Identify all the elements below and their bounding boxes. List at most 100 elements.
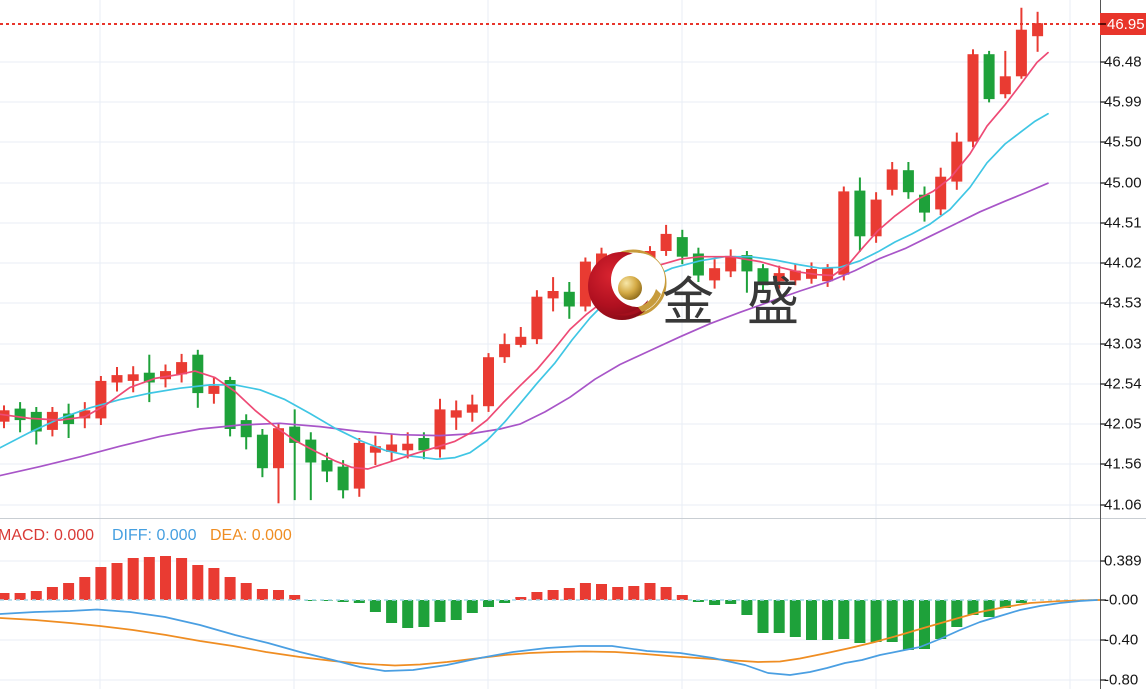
macd-axis-label: -0.80 <box>1104 671 1139 689</box>
candle-body <box>450 410 462 418</box>
candle-body <box>741 255 753 272</box>
candle-body <box>321 460 333 472</box>
macd-bar <box>143 557 155 600</box>
candle-body <box>466 404 478 413</box>
ma-fast-pink <box>0 51 1049 470</box>
macd-bar <box>499 600 511 603</box>
macd-bar <box>240 583 252 600</box>
macd-bar <box>902 600 914 650</box>
macd-bar <box>0 593 10 600</box>
ma-slow-purple <box>0 182 1049 477</box>
candle-body <box>854 190 866 237</box>
macd-axis-label: -0.00 <box>1104 591 1139 609</box>
macd-bar <box>935 600 947 639</box>
price-axis-label: 46.48 <box>1104 53 1142 71</box>
macd-bar <box>579 583 591 600</box>
macd-bar <box>386 600 398 623</box>
candle-body <box>0 410 10 422</box>
macd-bar <box>95 567 107 600</box>
last-price-tag: 46.95 <box>1100 13 1146 35</box>
candle-body <box>902 170 914 193</box>
candle-body <box>14 408 26 421</box>
candle-body <box>46 411 58 430</box>
candle-body <box>353 442 365 489</box>
price-axis-label: 45.00 <box>1104 174 1142 192</box>
macd-bar <box>886 600 898 642</box>
candle-body <box>935 176 947 210</box>
candle-body <box>838 191 850 275</box>
diff-line <box>0 599 1098 676</box>
macd-bar <box>757 600 769 633</box>
candle-body <box>143 372 155 383</box>
last-price-value: 46.95 <box>1107 15 1145 33</box>
macd-bar <box>63 583 75 600</box>
candle-body <box>273 428 284 469</box>
candle-body <box>757 268 769 286</box>
price-axis-label: 45.99 <box>1104 93 1142 111</box>
macd-bar <box>79 577 91 600</box>
macd-bar <box>111 563 123 600</box>
price-axis-label: 44.51 <box>1104 214 1142 232</box>
price-axis-label: 42.54 <box>1104 375 1142 393</box>
candle-body <box>547 291 559 299</box>
macd-bar <box>273 590 284 600</box>
ma-mid-cyan <box>0 112 1049 461</box>
dea-value-label: DEA: 0.000 <box>210 527 292 544</box>
macd-bar <box>967 600 979 615</box>
price-axis-label: 41.06 <box>1104 496 1142 514</box>
price-tag-tick <box>1100 23 1106 25</box>
candle-body <box>499 344 511 358</box>
price-axis-label: 43.03 <box>1104 335 1142 353</box>
price-axis-label: 45.50 <box>1104 133 1142 151</box>
macd-bar <box>919 600 930 649</box>
diff-value-label: DIFF: 0.000 <box>112 527 197 544</box>
macd-bar <box>353 600 365 603</box>
candle-body <box>1032 23 1044 37</box>
candle-body <box>725 255 737 272</box>
candle-body <box>886 169 898 190</box>
candle-body <box>709 268 721 281</box>
macd-value-label: MACD: 0.000 <box>0 527 95 544</box>
macd-axis-label: -0.40 <box>1104 631 1139 649</box>
macd-bar <box>369 600 381 612</box>
candle-body <box>531 296 543 340</box>
candle-body <box>305 439 317 463</box>
macd-bar <box>709 600 721 605</box>
macd-bar <box>773 600 785 633</box>
macd-bar <box>256 589 268 600</box>
macd-axis-label: 0.389 <box>1104 552 1142 570</box>
price-axis-label: 44.02 <box>1104 254 1142 272</box>
candle-body <box>256 434 268 469</box>
candle-body <box>919 194 930 213</box>
candle-body <box>789 270 801 281</box>
candle-body <box>692 253 704 276</box>
macd-bar <box>483 600 494 607</box>
candle-body <box>337 466 349 491</box>
macd-bar <box>563 588 575 600</box>
macd-bar <box>725 600 737 604</box>
macd-bar <box>547 590 559 600</box>
macd-bar <box>30 591 42 600</box>
candle-body <box>160 371 171 380</box>
macd-bar <box>176 558 188 600</box>
candle-body <box>192 354 204 394</box>
candle-body <box>773 273 785 282</box>
macd-bar <box>208 568 220 600</box>
macd-bar <box>1015 600 1027 603</box>
macd-bar <box>596 584 607 600</box>
candle-body <box>289 426 301 443</box>
candle-body <box>224 380 236 429</box>
macd-bar <box>14 593 26 600</box>
macd-bar <box>660 587 672 600</box>
candle-body <box>176 362 188 375</box>
candle-body <box>240 420 252 438</box>
candle-body <box>676 237 688 257</box>
macd-bar <box>806 600 817 640</box>
candle-body <box>870 199 882 237</box>
candle-body <box>660 233 672 251</box>
crescent-logo-icon <box>588 249 667 320</box>
candle-body <box>983 54 995 100</box>
macd-bar <box>612 587 624 600</box>
